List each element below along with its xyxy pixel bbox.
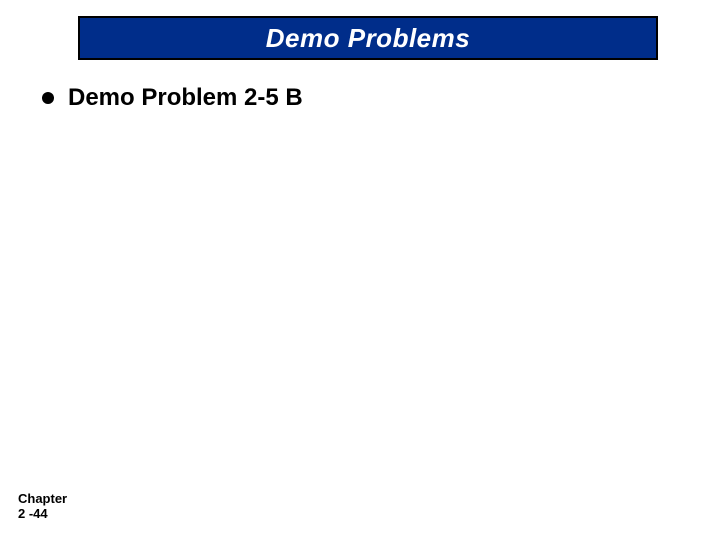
slide-title-bar: Demo Problems — [78, 16, 658, 60]
slide-footer: Chapter 2 -44 — [18, 491, 67, 522]
footer-line-1: Chapter — [18, 491, 67, 507]
bullet-dot-icon — [42, 92, 54, 104]
slide-title-text: Demo Problems — [266, 23, 470, 54]
bullet-text: Demo Problem 2-5 B — [68, 84, 303, 112]
bullet-item: Demo Problem 2-5 B — [42, 84, 303, 112]
footer-line-2: 2 -44 — [18, 506, 67, 522]
